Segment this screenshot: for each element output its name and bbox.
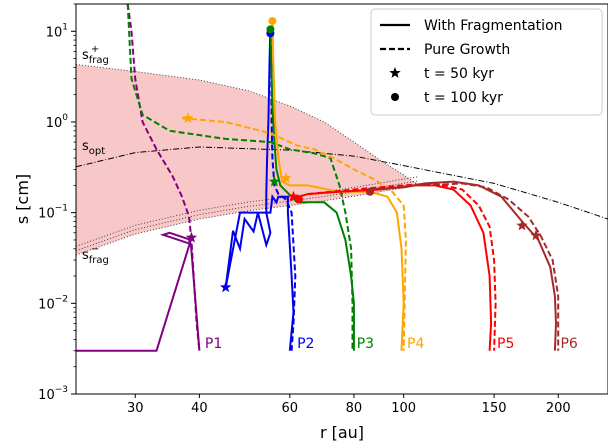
p6-star-marker [516, 219, 528, 231]
extra-star-marker-0 [280, 172, 292, 183]
p6-fragmentation-line [367, 180, 558, 351]
p4-fragmentation-line [271, 17, 405, 351]
upper-bound-line [76, 64, 420, 186]
p2-fragmentation-line [224, 27, 295, 351]
p5-fragmentation-line [289, 184, 493, 351]
legend-label: Pure Growth [424, 42, 510, 58]
p2-label: P2 [297, 336, 314, 352]
p1-fragmentation-line [76, 231, 201, 352]
label-s-frag-plus: sfrag+ [82, 44, 109, 66]
p4-label: P4 [407, 336, 424, 352]
x-tick-label: 150 [482, 401, 507, 416]
p6-circle-marker [366, 187, 375, 196]
x-axis-label: r [au] [320, 423, 364, 442]
marker-layer [182, 16, 542, 293]
x-tick-label: 200 [546, 401, 571, 416]
p3-label: P3 [357, 336, 374, 352]
p4-circle-marker [268, 16, 277, 25]
legend: With Fragmentation Pure Growth t = 50 kyr t… [370, 8, 603, 116]
x-tick-label: 40 [191, 401, 208, 416]
lower-bound-line-1 [76, 180, 419, 252]
label-s-frag-minus: sfrag− [82, 244, 109, 266]
y-tick-label: 100 [46, 113, 69, 131]
extra-star-marker-1 [530, 229, 542, 241]
legend-box [370, 8, 603, 116]
p3-circle-marker [266, 25, 275, 34]
y-tick-label: 101 [46, 22, 68, 40]
p5-star-marker [287, 190, 300, 202]
label-s-opt: sopt [82, 139, 105, 157]
axes: 30 40 60 80 100 150 200 10−3 10−2 10−1 100 101 [38, 3, 571, 416]
legend-label: With Fragmentation [424, 18, 563, 34]
p5-label: P5 [497, 336, 514, 352]
legend-label: t = 50 kyr [424, 66, 494, 82]
p3-pure-growth-line [126, 4, 354, 351]
legend-star-swatch [389, 67, 401, 78]
y-tick-label: 10−3 [38, 385, 68, 403]
p4-star-marker [182, 112, 194, 124]
p5-pure-growth-line [307, 182, 497, 351]
y-tick-label: 10−1 [38, 204, 68, 222]
p1-label: P1 [205, 336, 222, 352]
p6-label: P6 [560, 336, 577, 352]
p5-circle-marker [294, 195, 303, 204]
legend-circle-swatch [391, 93, 399, 101]
p2-star-marker [219, 281, 232, 293]
y-axis-label: s [cm] [13, 174, 32, 224]
p4-pure-growth-line [181, 117, 407, 351]
x-tick-label: 100 [391, 401, 416, 416]
label-layer: P1 P2 P3 P4 P5 P6 sfrag+ sopt sfrag− [82, 44, 578, 352]
legend-label: t = 100 kyr [424, 90, 503, 106]
x-tick-label: 60 [282, 401, 299, 416]
p3-star-marker [268, 175, 281, 187]
y-tick-label: 10−2 [38, 294, 68, 312]
x-tick-label: 80 [346, 401, 363, 416]
p1-star-marker [185, 231, 198, 243]
series-layer [76, 4, 560, 352]
fragmentation-band [76, 64, 419, 256]
plot-frame [75, 3, 608, 395]
x-tick-label: 30 [127, 401, 144, 416]
optimal-size-line [76, 146, 608, 220]
